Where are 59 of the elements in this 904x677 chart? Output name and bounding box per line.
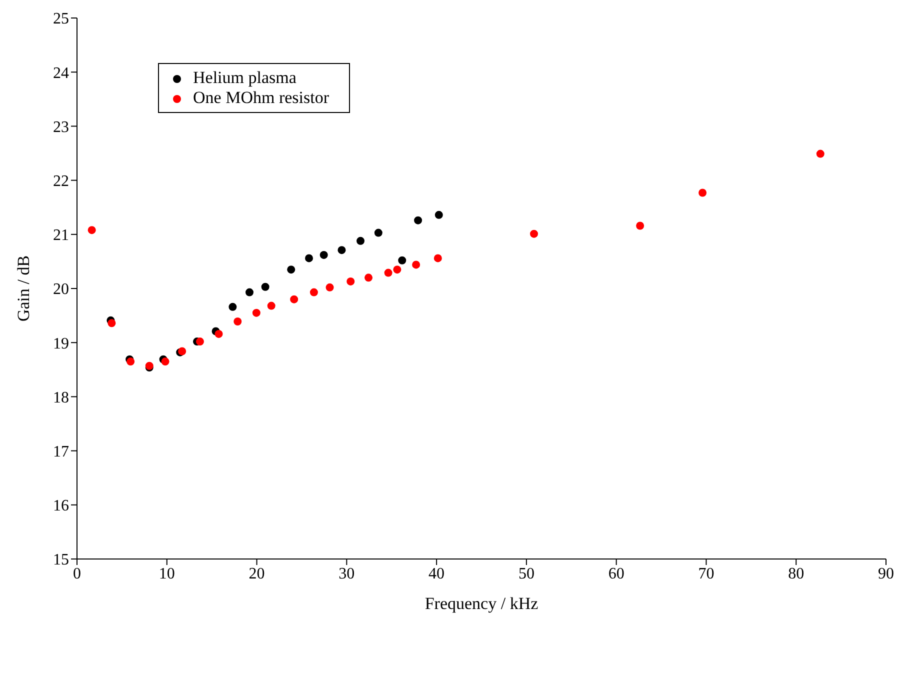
- point: [393, 266, 402, 274]
- point: [234, 318, 242, 326]
- point: [214, 330, 223, 338]
- y-tick-label: 17: [53, 443, 69, 460]
- point: [161, 358, 170, 366]
- point: [245, 288, 254, 296]
- point: [252, 308, 260, 317]
- point: [364, 274, 373, 282]
- point: [310, 288, 318, 296]
- point: [434, 254, 442, 262]
- y-tick-label: 24: [53, 64, 69, 82]
- x-tick-label: 20: [248, 565, 265, 582]
- y-tick-label: 15: [53, 552, 69, 569]
- x-tick-label: 80: [788, 565, 804, 582]
- x-tick-label: 0: [73, 565, 81, 582]
- legend-label: One MOhm resistor: [193, 88, 329, 107]
- legend-label: Helium plasma: [193, 68, 296, 87]
- point: [346, 277, 355, 286]
- point: [636, 222, 644, 230]
- point: [267, 302, 276, 310]
- y-tick-label: 21: [53, 227, 69, 244]
- point: [434, 210, 443, 219]
- point: [356, 236, 365, 245]
- point: [414, 216, 422, 224]
- x-tick-label: 50: [518, 565, 534, 582]
- y-tick-label: 22: [53, 172, 69, 190]
- y-tick-label: 23: [53, 118, 69, 136]
- point: [290, 295, 298, 304]
- point: [88, 226, 96, 234]
- x-tick-label: 60: [608, 565, 624, 582]
- point: [412, 260, 420, 269]
- y-axis-title: Gain / dB: [14, 255, 34, 322]
- point: [384, 268, 392, 277]
- point: [530, 230, 538, 238]
- point: [126, 358, 135, 366]
- point: [108, 319, 116, 328]
- x-tick-label: 70: [698, 565, 714, 582]
- point: [698, 188, 707, 197]
- x-tick-label: 90: [878, 565, 894, 582]
- x-axis-title: Frequency / kHz: [424, 594, 539, 613]
- point: [287, 266, 296, 274]
- y-tick-label: 20: [53, 281, 69, 298]
- point: [305, 254, 314, 262]
- x-tick-label: 40: [428, 565, 445, 582]
- point: [374, 228, 382, 237]
- point: [261, 282, 270, 291]
- y-tick-label: 19: [53, 335, 69, 352]
- y-tick-label: 16: [53, 498, 69, 515]
- point: [338, 246, 346, 254]
- y-tick-label: 18: [53, 389, 69, 406]
- point: [816, 150, 824, 158]
- x-tick-label: 30: [338, 565, 355, 582]
- point: [228, 302, 237, 311]
- point: [320, 250, 328, 259]
- y-tick-label: 25: [53, 10, 69, 28]
- point: [196, 338, 204, 346]
- x-tick-label: 10: [158, 565, 175, 582]
- point: [398, 256, 406, 264]
- point: [326, 283, 334, 292]
